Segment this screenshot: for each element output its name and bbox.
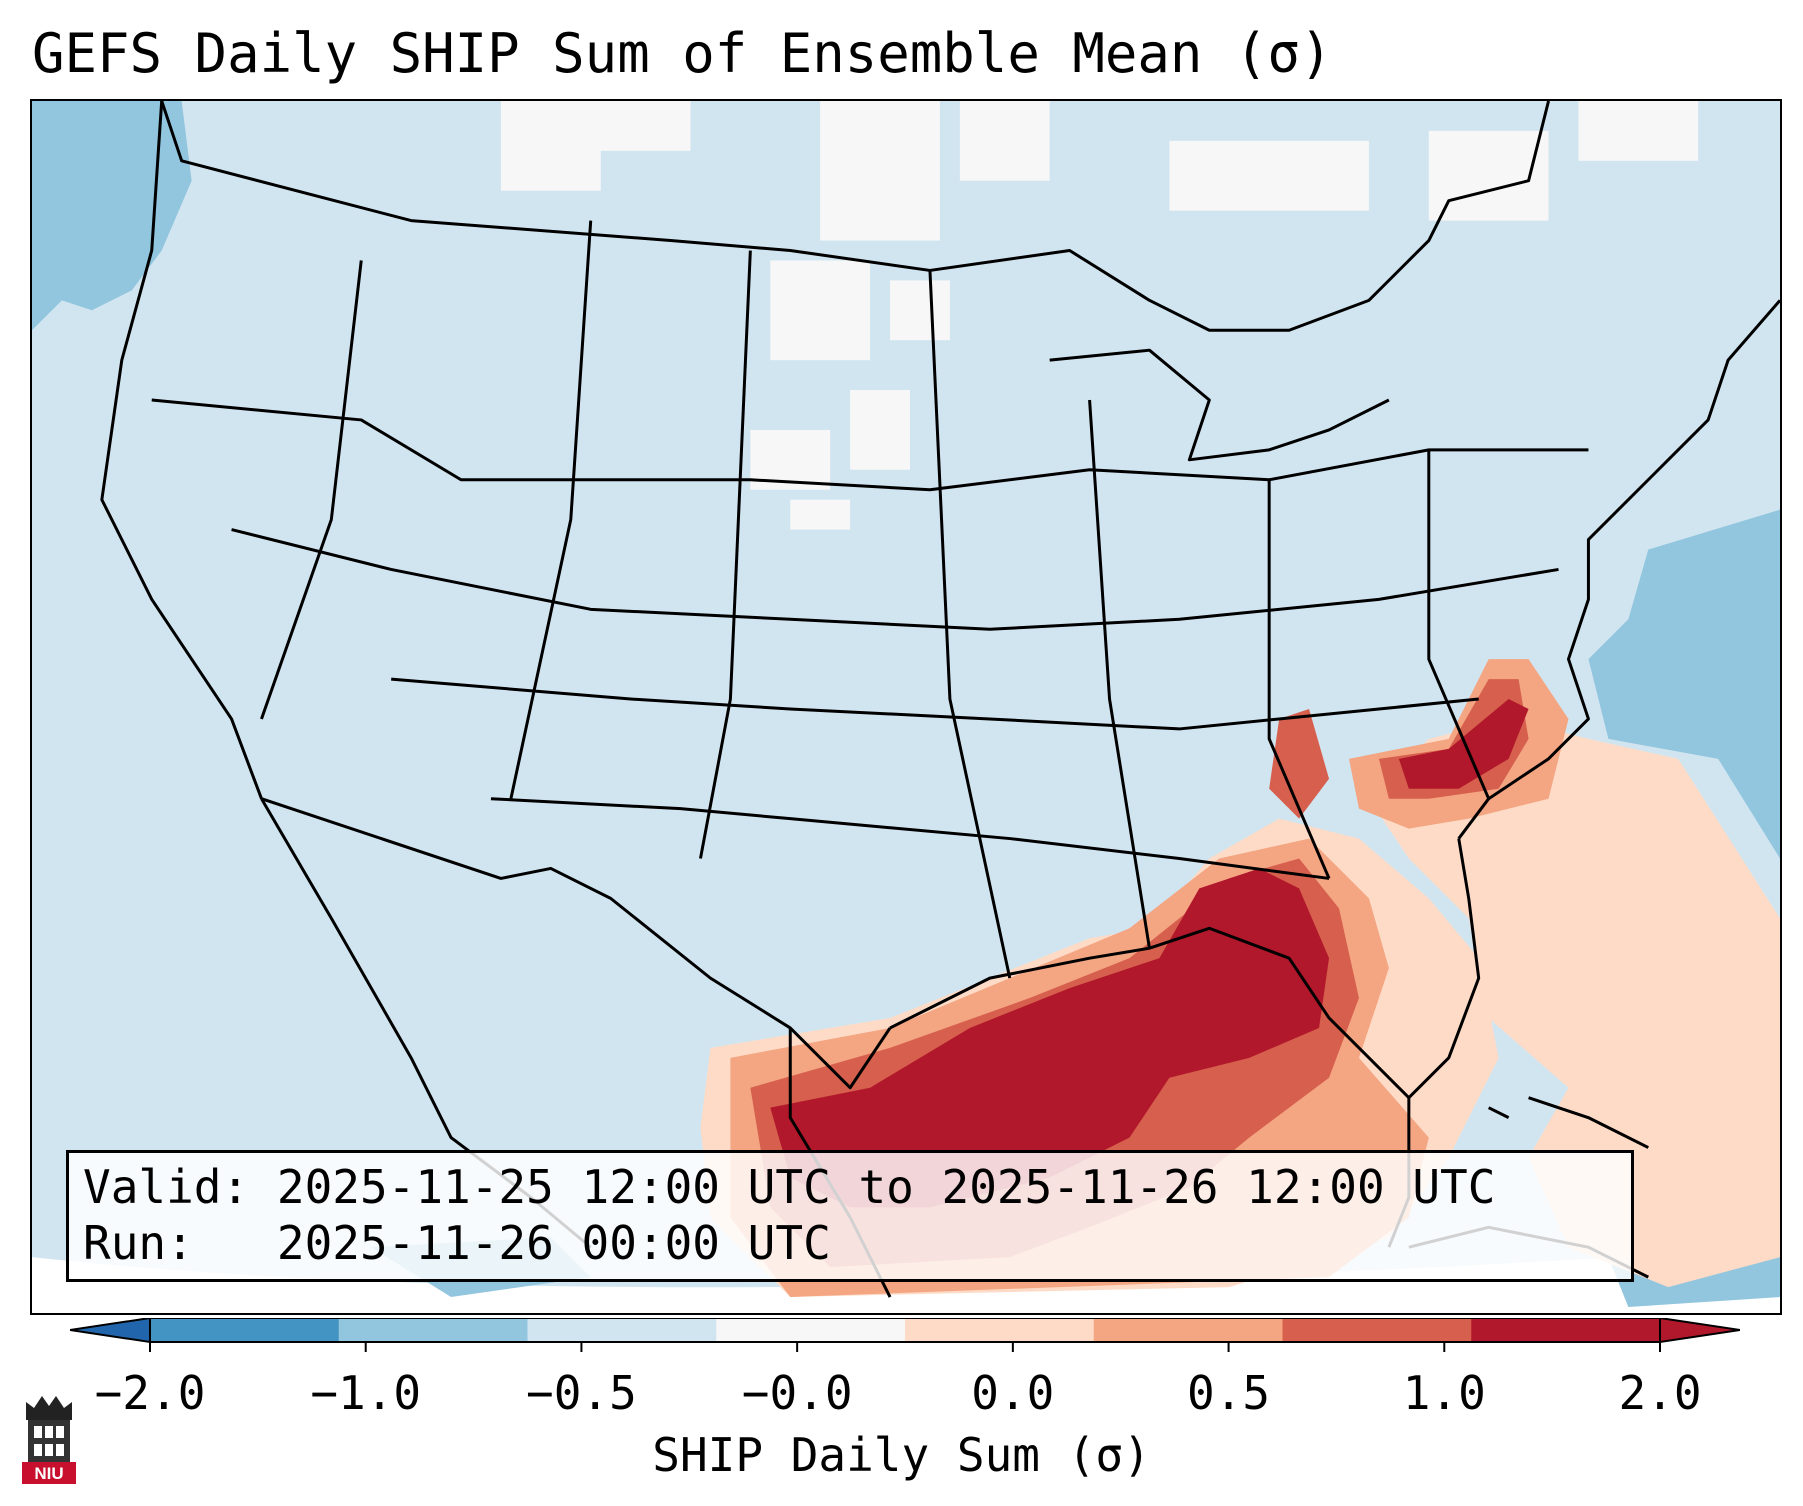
valid-run-info-box: Valid: 2025-11-25 12:00 UTC to 2025-11-2… (66, 1150, 1634, 1282)
field-pacific-negative (32, 101, 192, 331)
field-atlantic-negative (1588, 509, 1780, 859)
colorbar-tick-label: 1.0 (1402, 1366, 1486, 1420)
field-gulf-positive-core (770, 868, 1330, 1208)
colorbar-bin (716, 1318, 906, 1342)
field-georgia-positive (1269, 708, 1330, 819)
logo-text: NIU (34, 1464, 63, 1483)
colorbar-tick-marks (149, 1342, 1661, 1352)
colorbar-tick-label: 0.5 (1187, 1366, 1271, 1420)
valid-time-range: 2025-11-25 12:00 UTC to 2025-11-26 12:00… (276, 1160, 1496, 1214)
colorbar-under-triangle (70, 1318, 151, 1344)
colorbar-over-triangle (1659, 1318, 1740, 1344)
colorbar-tick-label: 2.0 (1618, 1366, 1702, 1420)
run-time: 2025-11-26 00:00 UTC (276, 1216, 831, 1270)
logo-tower-top (26, 1396, 72, 1420)
colorbar-outline (149, 1318, 1661, 1343)
projection-edge (32, 1247, 1780, 1313)
colorbar-bin (527, 1318, 717, 1342)
field-near-zero-canada (500, 101, 1699, 530)
map-panel (30, 99, 1782, 1315)
colorbar (70, 1318, 1740, 1352)
colorbar-tick-label: 0.0 (971, 1366, 1055, 1420)
colorbar-bin (338, 1318, 528, 1342)
map-canvas (32, 101, 1780, 1313)
field-atlantic-positive (1368, 718, 1780, 1288)
colorbar-bins (150, 1318, 1661, 1342)
colorbar-bin (1471, 1318, 1661, 1342)
map-title: GEFS Daily SHIP Sum of Ensemble Mean (σ) (32, 22, 1333, 85)
niu-logo: NIU (22, 1396, 76, 1484)
colorbar-bin (905, 1318, 1095, 1342)
colorbar-tick-label: −2.0 (94, 1366, 206, 1420)
logo-band (22, 1462, 76, 1484)
colorbar-bin (1093, 1318, 1283, 1342)
colorbar-tick-label: −0.5 (526, 1366, 637, 1420)
valid-label: Valid: (83, 1160, 250, 1214)
colorbar-bin (150, 1318, 340, 1342)
colorbar-label: SHIP Daily Sum (σ) (652, 1428, 1151, 1482)
colorbar-bin (1282, 1318, 1472, 1342)
run-label: Run: (83, 1216, 194, 1270)
state-borders (100, 101, 1780, 1298)
colorbar-tick-label: −0.0 (741, 1366, 853, 1420)
colorbar-tick-label: −1.0 (310, 1366, 422, 1420)
